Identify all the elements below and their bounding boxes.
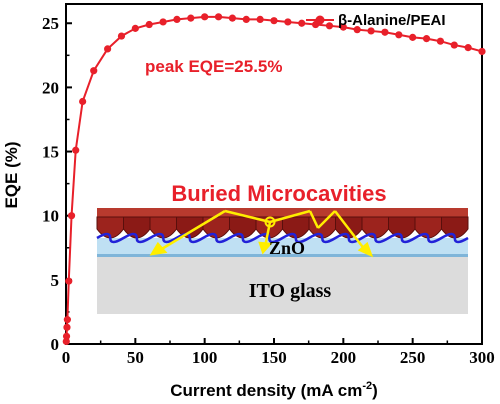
- data-point: [173, 15, 181, 23]
- peak-eqe-annotation: peak EQE=25.5%: [145, 57, 283, 76]
- zno-layer: [97, 238, 468, 256]
- data-point: [381, 28, 389, 36]
- data-point: [339, 23, 347, 31]
- x-tick-label: 200: [331, 348, 357, 367]
- microcavity-wave: [96, 232, 469, 244]
- light-ray-1: [224, 209, 271, 224]
- series-points: [62, 13, 486, 346]
- arrowhead-mid: [258, 241, 273, 255]
- emitter-dipole-icon: [264, 216, 276, 228]
- data-point: [67, 212, 76, 220]
- data-point: [325, 22, 334, 30]
- x-tick-label: 300: [469, 348, 495, 367]
- arrowhead-right: [357, 241, 374, 258]
- inset-title: Buried Microcavities: [171, 181, 386, 206]
- data-point: [187, 14, 195, 22]
- data-point: [145, 20, 153, 29]
- ito-glass-layer: [97, 256, 468, 314]
- x-tick-label: 100: [192, 348, 218, 367]
- data-point: [159, 18, 167, 26]
- legend-marker: [315, 15, 325, 25]
- y-tick-label: 5: [51, 271, 60, 290]
- data-point: [422, 35, 431, 43]
- y-axis-title: EQE (%): [2, 141, 21, 208]
- data-point: [90, 67, 98, 75]
- data-point: [72, 146, 80, 154]
- data-point: [270, 17, 278, 25]
- data-point: [131, 24, 139, 32]
- x-axis-title: Current density (mA cm-2): [170, 380, 378, 400]
- data-point: [298, 19, 306, 27]
- data-point: [353, 26, 361, 34]
- data-point: [79, 97, 87, 106]
- zno-label: ZnO: [269, 238, 305, 258]
- data-point: [464, 44, 472, 52]
- y-tick-label: 10: [42, 207, 59, 226]
- y-axis: 0 5 10 15 20 25: [42, 14, 72, 354]
- ito-glass-label: ITO glass: [249, 280, 332, 302]
- data-point: [436, 37, 444, 45]
- data-point: [409, 33, 417, 41]
- data-point: [63, 323, 71, 331]
- data-point: [62, 337, 70, 346]
- x-tick-label: 250: [400, 348, 426, 367]
- data-point: [478, 47, 486, 56]
- data-point: [117, 32, 126, 40]
- data-point: [104, 45, 112, 53]
- light-ray-2: [159, 209, 226, 252]
- data-point: [62, 332, 71, 340]
- data-point: [256, 15, 264, 23]
- perovskite-grains: [96, 216, 469, 239]
- data-point: [214, 13, 223, 21]
- light-ray-4: [308, 210, 320, 229]
- zno-bottom-line: [97, 254, 468, 257]
- data-point: [395, 31, 403, 39]
- data-point: [63, 316, 71, 324]
- data-point: [284, 18, 292, 26]
- perovskite-top: [97, 208, 468, 218]
- y-tick-label: 20: [42, 78, 59, 97]
- light-rays: [149, 209, 374, 258]
- data-point: [65, 277, 73, 285]
- y-tick-label: 0: [51, 335, 60, 354]
- light-ray-3: [269, 209, 311, 224]
- data-point: [450, 41, 458, 49]
- legend-label: β-Alanine/PEAI: [338, 12, 446, 29]
- arrowhead-left: [149, 241, 168, 256]
- data-point: [242, 15, 250, 23]
- light-ray-6: [334, 210, 366, 251]
- microcavity-inset: Buried Microcavities ZnO ITO glass: [96, 181, 469, 314]
- y-tick-label: 15: [42, 143, 59, 162]
- legend: β-Alanine/PEAI: [306, 12, 446, 29]
- data-point: [201, 13, 209, 21]
- x-tick-label: 0: [62, 348, 71, 367]
- y-tick-label: 25: [42, 14, 59, 33]
- x-tick-label: 50: [127, 348, 144, 367]
- light-ray-5: [317, 210, 336, 229]
- x-tick-label: 150: [261, 348, 287, 367]
- data-point: [228, 14, 236, 22]
- x-axis-title-superscript: -2: [362, 380, 372, 392]
- data-point: [367, 27, 375, 35]
- x-axis: 0 50 100 150 200 250 300: [62, 338, 495, 367]
- perovskite-grain: [441, 216, 469, 239]
